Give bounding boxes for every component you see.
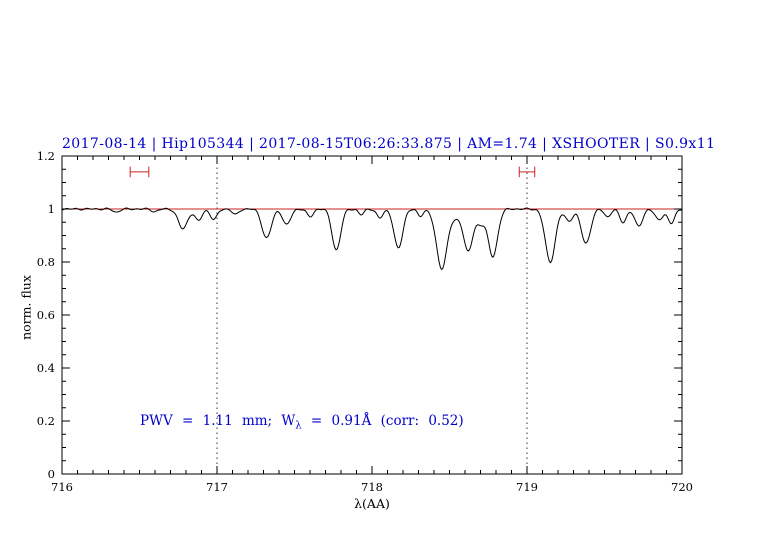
y-tick-label: 0.4 [37,361,55,375]
y-tick-label: 0.2 [37,414,55,428]
y-tick-label: 1 [48,202,55,216]
x-tick-label: 718 [361,480,383,494]
y-tick-label: 0 [48,467,55,481]
pwv-interval-marker [129,166,150,178]
pwv-annotation: PWV = 1.11 mm; Wλ = 0.91Å (corr: 0.52) [140,413,464,432]
spectrum-line [61,207,683,271]
y-tick-label: 1.2 [37,149,55,163]
x-tick-label: 719 [516,480,538,494]
x-tick-label: 717 [206,480,228,494]
annotation-text-1: PWV = 1.11 mm; W [140,413,296,429]
x-tick-label: 716 [51,480,73,494]
x-axis-label: λ(AA) [354,496,390,511]
y-tick-label: 0.8 [37,255,55,269]
y-axis-label: norm. flux [18,275,34,340]
pwv-interval-marker [518,166,536,178]
y-tick-label: 0.6 [37,308,55,322]
x-tick-label: 720 [671,480,693,494]
plot-title: 2017-08-14 | Hip105344 | 2017-08-15T06:2… [62,136,716,152]
annotation-text-2: = 0.91Å (corr: 0.52) [301,413,464,429]
annotation-lambda-subscript: λ [295,420,302,432]
